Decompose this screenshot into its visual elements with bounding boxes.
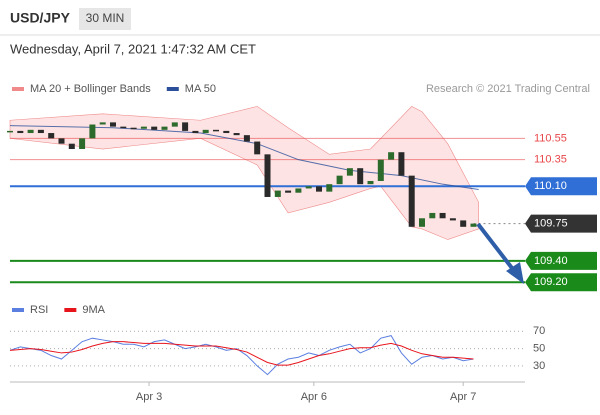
legend-label: 9MA: [82, 304, 105, 316]
candle-body: [429, 212, 436, 219]
candle-body: [48, 133, 55, 139]
candle-body: [408, 175, 415, 227]
candle-body: [336, 175, 343, 185]
candle-body: [151, 126, 158, 130]
candle-body: [357, 168, 364, 185]
candle-body: [140, 126, 147, 129]
candle-body: [449, 218, 456, 221]
candle-body: [192, 130, 199, 134]
level-label: 110.55: [534, 132, 567, 144]
candle-body: [17, 130, 24, 134]
candle-body: [264, 154, 271, 197]
level-label: 109.20: [534, 276, 568, 288]
candle-body: [99, 122, 106, 125]
x-tick-label: Apr 3: [136, 391, 162, 403]
candle-body: [182, 122, 189, 131]
candle-body: [254, 141, 261, 155]
candle-body: [171, 122, 178, 127]
candle-body: [460, 220, 467, 227]
legend-swatch: [166, 87, 179, 91]
legend-label: RSI: [30, 304, 48, 316]
legend-swatch: [64, 308, 77, 312]
level-label-box: [525, 273, 597, 292]
y-tick-label: 70: [533, 325, 545, 337]
candle-body: [202, 129, 209, 134]
candle-body: [161, 126, 168, 130]
timestamp: Wednesday, April 7, 2021 1:47:32 AM CET: [10, 41, 256, 56]
level-label: 110.10: [534, 180, 567, 192]
candle-body: [470, 223, 477, 227]
timeframe[interactable]: 30 MIN: [86, 11, 125, 25]
level-label-box: [525, 214, 597, 233]
candle-body: [398, 152, 405, 176]
bollinger-band: [9, 106, 479, 240]
chart-title: USD/JPY: [10, 10, 71, 26]
y-tick-label: 30: [533, 360, 545, 372]
candle-body: [346, 168, 353, 176]
candle-body: [58, 138, 65, 144]
forecast-arrowhead: [506, 262, 524, 284]
legend-swatch: [12, 308, 24, 312]
level-label: 110.35: [534, 154, 567, 166]
timeframe-button[interactable]: [79, 8, 131, 30]
candle-body: [68, 143, 75, 150]
candle-body: [419, 218, 425, 227]
candle-body: [213, 129, 219, 132]
candle-body: [285, 190, 292, 193]
candle-body: [295, 188, 302, 193]
candle-body: [326, 184, 333, 192]
credit: Research © 2021 Trading Central: [426, 83, 590, 95]
level-label: 109.40: [534, 255, 568, 267]
candle-body: [316, 186, 322, 192]
y-tick-label: 50: [533, 343, 545, 355]
candle-body: [130, 127, 137, 130]
indicator-line: [9, 335, 474, 376]
legend-label: MA 50: [185, 83, 216, 95]
candle-body: [120, 126, 127, 129]
candle-body: [7, 130, 13, 133]
candle-body: [89, 124, 96, 139]
candle-body: [223, 130, 230, 134]
candle-body: [367, 180, 374, 185]
candle-body: [233, 133, 240, 136]
level-label-box: [525, 251, 597, 270]
candle-body: [79, 138, 86, 150]
level-label-box: [525, 177, 597, 196]
candle-body: [439, 212, 446, 219]
candle-body: [377, 159, 384, 181]
candle-body: [274, 190, 281, 197]
candle-body: [388, 152, 395, 160]
forecast-arrow: [476, 222, 517, 274]
level-label: 109.75: [534, 218, 568, 230]
indicator-line: [9, 341, 474, 366]
x-tick-label: Apr 7: [450, 391, 476, 403]
x-tick-label: Apr 6: [301, 391, 327, 403]
legend-label: MA 20 + Bollinger Bands: [30, 83, 151, 95]
legend-swatch: [12, 87, 24, 91]
candle-body: [110, 122, 116, 127]
ma50-line: [9, 125, 479, 191]
candle-body: [243, 135, 250, 142]
candle-body: [27, 129, 34, 134]
candle-body: [37, 129, 44, 134]
candle-body: [305, 186, 312, 189]
